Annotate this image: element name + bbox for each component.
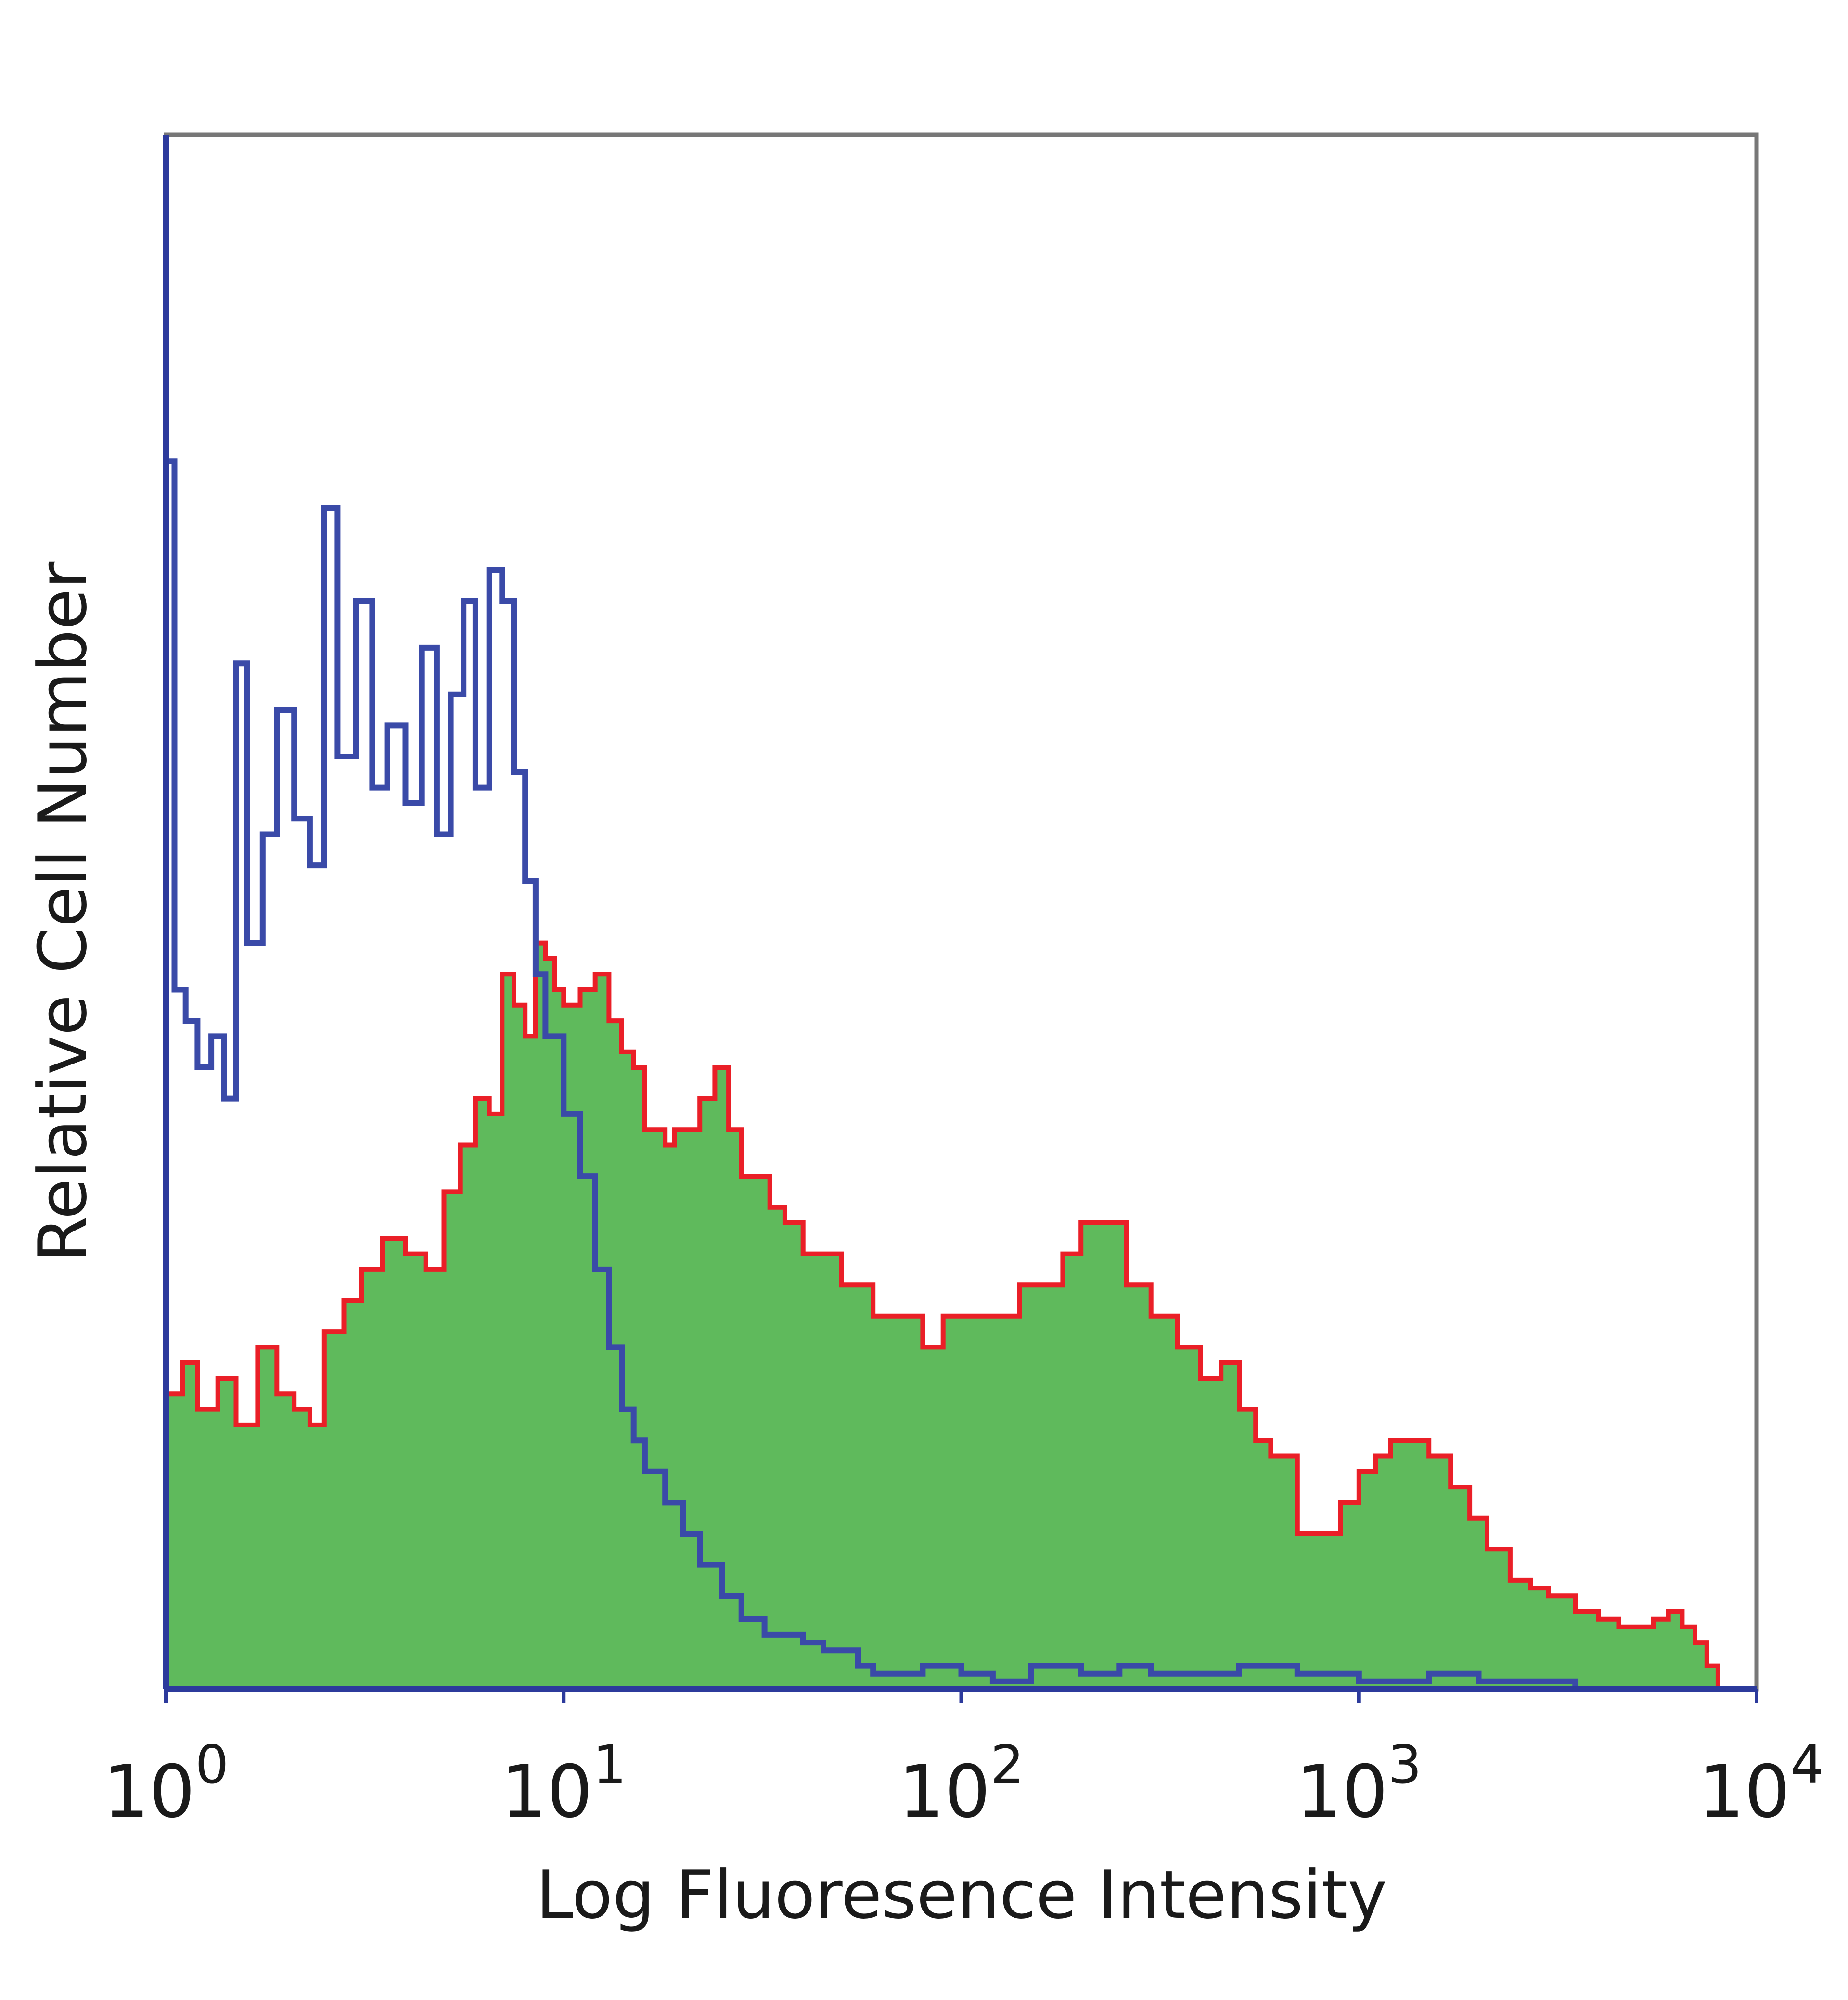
x-axis-title: Log Fluoresence Intensity	[536, 1856, 1387, 1934]
series-0-line	[166, 458, 1578, 1689]
x-tick-exponent: 2	[990, 1734, 1024, 1795]
x-tick-label: 102	[898, 1734, 1024, 1834]
x-tick-exponent: 0	[195, 1734, 229, 1795]
series-layer	[166, 458, 1720, 1689]
plot-area	[163, 132, 1759, 1692]
x-tick-exponent: 4	[1790, 1734, 1824, 1795]
x-tick-label: 101	[501, 1734, 627, 1834]
x-tick-label: 100	[103, 1734, 229, 1834]
x-tick-label: 104	[1698, 1734, 1824, 1834]
series-1-area	[166, 943, 1718, 1689]
x-tick-base: 10	[1296, 1750, 1388, 1834]
x-tick-base: 10	[1698, 1750, 1790, 1834]
x-tick-labels: 100 101 102 103 104	[103, 1689, 1824, 1834]
x-tick-base: 10	[103, 1750, 195, 1834]
x-tick-base: 10	[501, 1750, 593, 1834]
x-tick-exponent: 1	[593, 1734, 627, 1795]
series-1-line	[166, 940, 1720, 1689]
x-tick-base: 10	[898, 1750, 990, 1834]
x-tick-exponent: 3	[1388, 1734, 1422, 1795]
y-axis-title: Relative Cell Number	[24, 561, 102, 1262]
x-tick-label: 103	[1296, 1734, 1422, 1834]
